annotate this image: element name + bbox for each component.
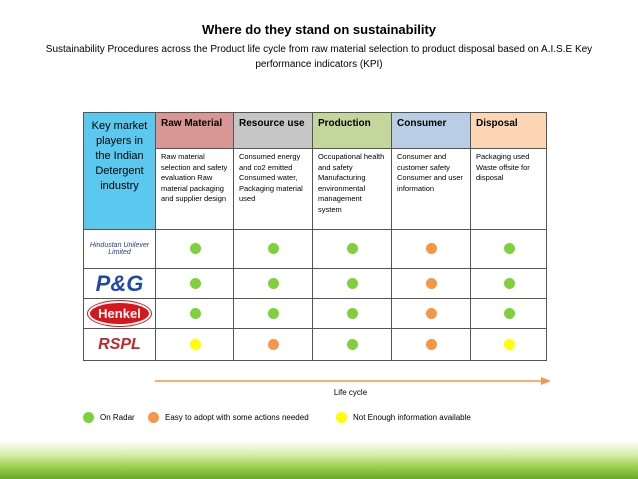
status-dot: [268, 243, 279, 254]
company-logo: Henkel: [83, 298, 156, 329]
column-header: Disposal: [470, 112, 547, 149]
legend-item: Not Enough information available: [336, 412, 471, 423]
status-cell: [312, 298, 392, 329]
corner-cell: Key market players in the Indian Deterge…: [83, 112, 156, 230]
legend-swatch: [148, 412, 159, 423]
status-dot: [503, 307, 515, 319]
status-dot: [347, 307, 358, 319]
legend-label: On Radar: [100, 413, 135, 422]
decorative-grass: [0, 440, 638, 479]
subtitle: Sustainability Procedures across the Pro…: [45, 44, 593, 70]
column-header: Production: [312, 112, 392, 149]
status-dot: [347, 243, 358, 254]
status-cell: [391, 229, 471, 269]
status-cell: [233, 298, 313, 329]
life-cycle-arrow: [155, 377, 551, 385]
status-cell: [155, 328, 234, 361]
axis-label: Life cycle: [333, 388, 368, 397]
title: Where do they stand on sustainability: [201, 22, 437, 37]
status-cell: [312, 328, 392, 361]
status-cell: [391, 298, 471, 329]
status-dot: [189, 338, 201, 350]
status-cell: [470, 298, 547, 329]
company-logo: P&G: [83, 268, 156, 299]
status-cell: [233, 268, 313, 299]
status-cell: [233, 328, 313, 361]
company-logo: RSPL: [83, 328, 156, 361]
status-cell: [155, 229, 234, 269]
status-cell: [470, 229, 547, 269]
column-description: Occupational health and safety Manufactu…: [312, 148, 392, 230]
status-dot: [426, 307, 437, 319]
company-name: RSPL: [98, 335, 141, 353]
column-header: Consumer: [391, 112, 471, 149]
company-name: Henkel: [87, 300, 152, 327]
status-cell: [312, 268, 392, 299]
legend-item: Easy to adopt with some actions needed: [148, 412, 309, 423]
status-dot: [426, 243, 437, 254]
company-logo: Hindustan Unilever Limited: [83, 229, 156, 269]
legend-item: On Radar: [83, 412, 135, 423]
status-dot: [189, 277, 201, 289]
legend-swatch: [83, 412, 94, 423]
column-header: Resource use: [233, 112, 313, 149]
status-dot: [268, 307, 279, 319]
status-dot: [426, 338, 437, 350]
status-cell: [470, 268, 547, 299]
company-name: P&G: [95, 270, 144, 296]
status-dot: [503, 338, 515, 350]
legend-label: Easy to adopt with some actions needed: [165, 413, 309, 422]
column-description: Raw material selection and safety evalua…: [155, 148, 234, 230]
status-dot: [347, 277, 358, 289]
status-dot: [268, 277, 279, 289]
status-cell: [233, 229, 313, 269]
status-cell: [155, 298, 234, 329]
column-description: Consumed energy and co2 emitted Consumed…: [233, 148, 313, 230]
status-cell: [470, 328, 547, 361]
status-dot: [347, 338, 358, 350]
status-cell: [391, 268, 471, 299]
column-header: Raw Material: [155, 112, 234, 149]
status-dot: [426, 277, 437, 289]
status-dot: [268, 338, 279, 350]
status-cell: [312, 229, 392, 269]
legend-swatch: [336, 412, 347, 423]
column-description: Packaging used Waste offsite for disposa…: [470, 148, 547, 230]
status-cell: [391, 328, 471, 361]
status-dot: [503, 277, 515, 289]
status-dot: [189, 243, 201, 254]
status-cell: [155, 268, 234, 299]
column-description: Consumer and customer safety Consumer an…: [391, 148, 471, 230]
status-dot: [503, 243, 515, 254]
status-dot: [189, 307, 201, 319]
legend-label: Not Enough information available: [353, 413, 471, 422]
company-name: Hindustan Unilever Limited: [89, 242, 150, 256]
